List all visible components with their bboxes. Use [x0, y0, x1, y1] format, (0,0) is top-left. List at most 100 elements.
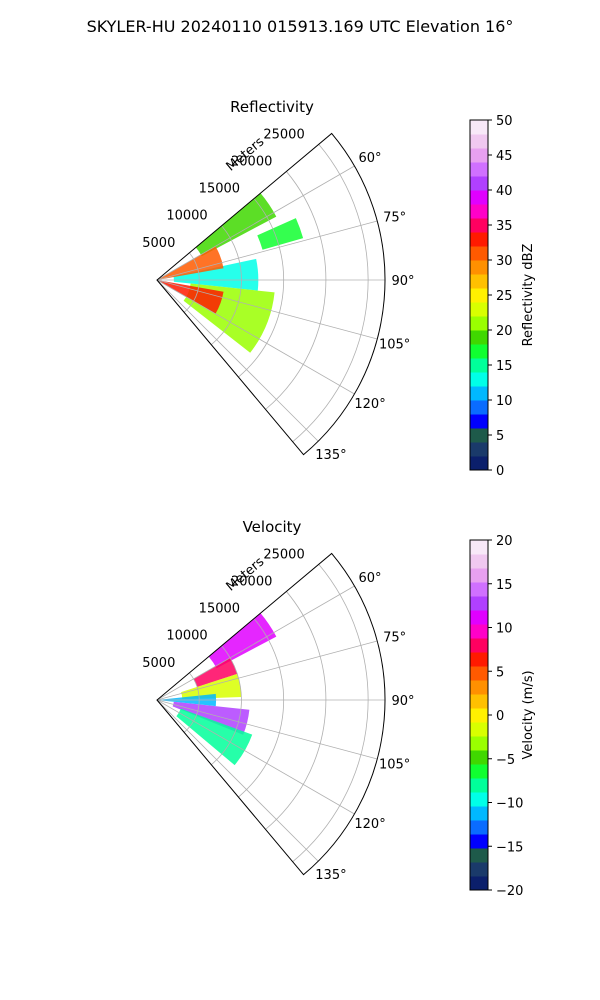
range-ring: [238, 618, 285, 798]
colorbar-segment: [470, 246, 488, 261]
colorbar-segment: [470, 288, 488, 303]
colorbar-segment: [470, 554, 488, 569]
azimuth-gridline: [156, 279, 319, 442]
colorbar-segment: [470, 848, 488, 863]
azimuth-tick-label: 105°: [379, 758, 410, 773]
colorbar-label: Velocity (m/s): [521, 670, 536, 759]
colorbar-segment: [470, 876, 488, 891]
echo-region: [193, 657, 238, 687]
colorbar-segment: [470, 750, 488, 765]
azimuth-gridline: [156, 699, 355, 815]
colorbar-segment: [470, 806, 488, 821]
azimuth-gridline: [156, 165, 355, 281]
reflectivity-colorbar: 0 5 10 15 20 25 30 35 40 45 50 Reflectivity dBZ: [469, 114, 536, 479]
azimuth-tick-label: 90°: [391, 274, 414, 289]
colorbar-tick-label: 40: [496, 184, 513, 199]
colorbar-segment: [470, 694, 488, 709]
colorbar-segment: [470, 302, 488, 317]
range-ring: [211, 645, 242, 765]
range-tick-label: 5000: [142, 656, 175, 671]
range-ring: [211, 225, 242, 345]
colorbar-segment: [470, 596, 488, 611]
colorbar-segment: [470, 666, 488, 681]
colorbar-segment: [470, 652, 488, 667]
colorbar-segment: [470, 148, 488, 163]
colorbar-tick-label: 25: [496, 289, 513, 304]
azimuth-tick-label: 75°: [383, 630, 406, 645]
range-tick-label: 10000: [166, 629, 207, 644]
colorbar-segment: [470, 820, 488, 835]
velocity-ppi-plot: 5000 10000 15000 20000 25000 60° 75° 90° 105° 120…: [142, 547, 414, 883]
colorbar-segment: [470, 414, 488, 429]
colorbar-tick-label: 35: [496, 219, 513, 234]
colorbar-segment: [470, 400, 488, 415]
range-tick-label: 15000: [199, 182, 240, 197]
colorbar-segment: [470, 624, 488, 639]
colorbar-segment: [470, 862, 488, 877]
colorbar-tick-label: 0: [496, 464, 504, 479]
colorbar-tick-label: 10: [496, 622, 513, 637]
azimuth-tick-label: 105°: [379, 338, 410, 353]
colorbar-tick-label: 15: [496, 578, 513, 593]
range-tick-label: 15000: [199, 602, 240, 617]
range-ring: [292, 144, 369, 443]
range-tick-label: 5000: [142, 236, 175, 251]
echo-region: [157, 280, 224, 314]
reflectivity-title: Reflectivity: [230, 98, 314, 116]
azimuth-tick-label: 135°: [315, 448, 346, 463]
colorbar-tick-label: 0: [496, 709, 504, 724]
colorbar-tick-label: 15: [496, 359, 513, 374]
colorbar-tick-label: −5: [496, 753, 515, 768]
colorbar-segment: [470, 638, 488, 653]
colorbar-segment: [470, 162, 488, 177]
colorbar-segment: [470, 232, 488, 247]
echo-region: [181, 673, 242, 700]
colorbar-segment: [470, 456, 488, 471]
colorbar-segment: [470, 120, 488, 135]
colorbar-segment: [470, 722, 488, 737]
colorbar-segment: [470, 386, 488, 401]
range-ring: [292, 564, 369, 863]
reflectivity-ppi-plot: 5000 10000 15000 20000 25000 60° 75° 90° 105° 120…: [142, 127, 414, 463]
azimuth-tick-label: 120°: [354, 817, 385, 832]
colorbar-segment: [470, 680, 488, 695]
reflectivity-panel: Reflectivity 5000 10000 15000 20000 25000 60°…: [142, 98, 536, 479]
colorbar-segment: [470, 134, 488, 149]
colorbar-segment: [470, 176, 488, 191]
azimuth-tick-label: 90°: [391, 694, 414, 709]
colorbar-segment: [470, 540, 488, 555]
azimuth-gridline: [156, 640, 378, 701]
colorbar-tick-label: −15: [496, 840, 523, 855]
colorbar-tick-label: 10: [496, 394, 513, 409]
colorbar-segment: [470, 568, 488, 583]
echo-region: [208, 613, 277, 669]
colorbar-tick-label: 20: [496, 534, 513, 549]
colorbar-label: Reflectivity dBZ: [521, 244, 536, 347]
azimuth-gridline: [156, 699, 319, 862]
azimuth-gridline: [156, 585, 355, 701]
range-tick-label: 25000: [263, 547, 304, 562]
range-ring: [238, 198, 285, 378]
azimuth-tick-label: 75°: [383, 210, 406, 225]
azimuth-gridline: [156, 699, 378, 760]
echo-region: [257, 218, 304, 250]
range-tick-label: 20000: [231, 154, 272, 169]
azimuth-gridline: [156, 279, 378, 340]
range-ring: [265, 591, 327, 830]
azimuth-tick-label: 60°: [359, 151, 382, 166]
range-tick-label: 10000: [166, 209, 207, 224]
colorbar-segment: [470, 260, 488, 275]
colorbar-segment: [470, 610, 488, 625]
colorbar-segment: [470, 358, 488, 373]
colorbar-segment: [470, 834, 488, 849]
colorbar-tick-label: 30: [496, 254, 513, 269]
colorbar-segment: [470, 442, 488, 457]
colorbar-tick-label: −10: [496, 797, 523, 812]
velocity-title: Velocity: [243, 518, 302, 536]
colorbar-segment: [470, 428, 488, 443]
range-ring: [265, 171, 327, 410]
colorbar-segment: [470, 204, 488, 219]
colorbar-segment: [470, 274, 488, 289]
range-tick-label: 20000: [231, 574, 272, 589]
echo-region: [173, 258, 259, 291]
